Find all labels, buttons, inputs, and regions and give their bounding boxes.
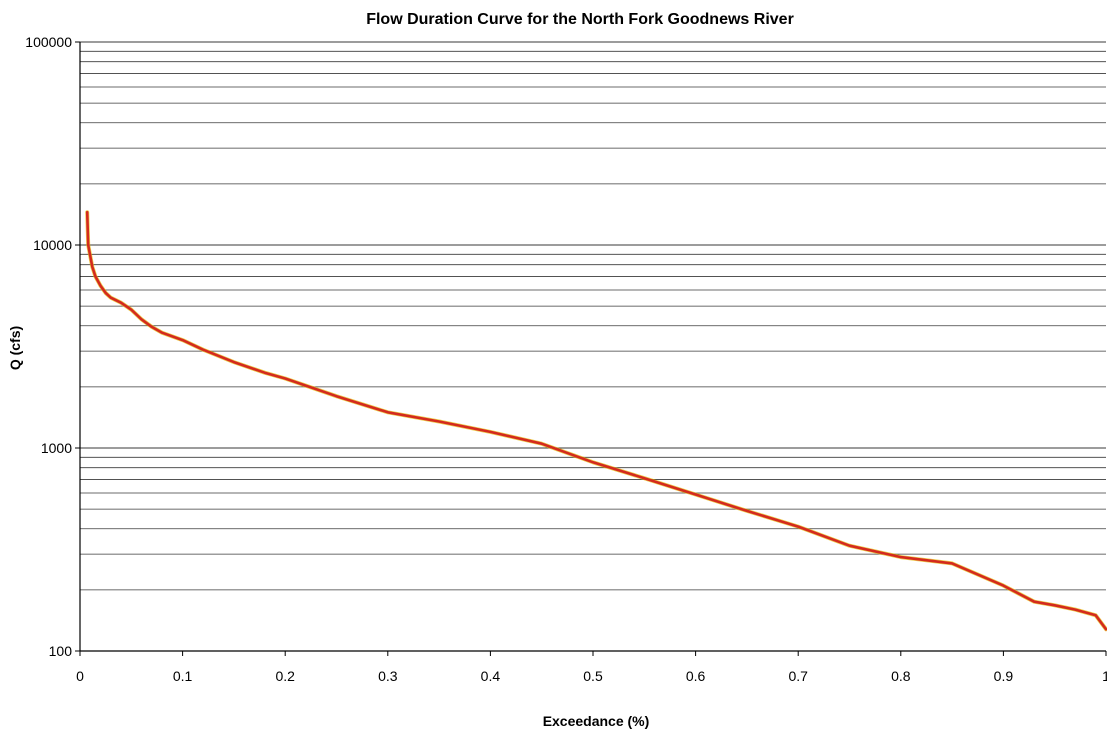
y-tick-label: 100000 (25, 34, 72, 50)
x-tick-label: 0.5 (583, 668, 603, 684)
axes (79, 42, 1106, 652)
x-tick-label: 0.1 (173, 668, 193, 684)
x-tick-label: 1 (1102, 668, 1107, 684)
x-tick-label: 0.6 (686, 668, 706, 684)
y-tick-label: 10000 (33, 237, 72, 253)
y-tick-labels: 100 1000 10000 100000 (25, 34, 80, 659)
x-tick-labels: 0 0.1 0.2 0.3 0.4 0.5 0.6 0.7 0.8 0.9 1 (76, 651, 1107, 684)
x-tick-label: 0 (76, 668, 84, 684)
chart-title: Flow Duration Curve for the North Fork G… (366, 11, 794, 28)
series-line (85, 210, 1107, 631)
y-tick-label: 1000 (41, 440, 72, 456)
series-group (85, 210, 1107, 632)
y-tick-label: 100 (49, 643, 73, 659)
gridlines (80, 41, 1106, 652)
series-line-halo (85, 210, 1107, 632)
x-axis-label: Exceedance (%) (543, 713, 650, 729)
x-tick-label: 0.2 (275, 668, 295, 684)
x-tick-label: 0.7 (788, 668, 808, 684)
y-axis-label: Q (cfs) (7, 326, 23, 370)
x-tick-label: 0.3 (378, 668, 398, 684)
x-tick-label: 0.9 (994, 668, 1014, 684)
x-tick-label: 0.4 (481, 668, 501, 684)
x-tick-label: 0.8 (891, 668, 911, 684)
